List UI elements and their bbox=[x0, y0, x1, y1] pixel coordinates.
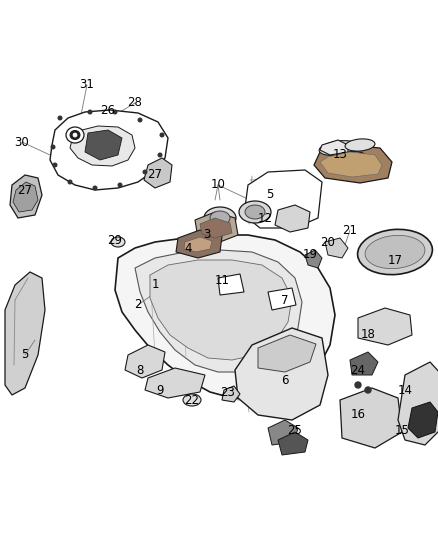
Ellipse shape bbox=[66, 127, 84, 143]
Text: 13: 13 bbox=[332, 149, 347, 161]
Circle shape bbox=[51, 145, 55, 149]
Text: 26: 26 bbox=[100, 103, 116, 117]
Polygon shape bbox=[144, 158, 172, 188]
Polygon shape bbox=[184, 237, 212, 252]
Ellipse shape bbox=[204, 207, 236, 229]
Text: 28: 28 bbox=[127, 96, 142, 109]
Text: 19: 19 bbox=[303, 248, 318, 262]
Polygon shape bbox=[85, 130, 122, 160]
Text: 4: 4 bbox=[184, 241, 192, 254]
Polygon shape bbox=[10, 175, 42, 218]
Circle shape bbox=[113, 110, 117, 114]
Text: 10: 10 bbox=[211, 179, 226, 191]
Circle shape bbox=[68, 180, 72, 184]
Polygon shape bbox=[145, 368, 205, 398]
Text: 25: 25 bbox=[288, 424, 302, 437]
Polygon shape bbox=[5, 272, 45, 395]
Polygon shape bbox=[314, 145, 392, 183]
Polygon shape bbox=[244, 170, 322, 228]
Polygon shape bbox=[268, 288, 296, 310]
Text: 14: 14 bbox=[398, 384, 413, 397]
Polygon shape bbox=[398, 362, 438, 445]
Ellipse shape bbox=[331, 151, 365, 164]
Circle shape bbox=[88, 110, 92, 114]
Polygon shape bbox=[150, 260, 292, 360]
Text: 8: 8 bbox=[136, 364, 144, 376]
Polygon shape bbox=[305, 250, 322, 268]
Text: 11: 11 bbox=[215, 273, 230, 287]
Text: 6: 6 bbox=[281, 374, 289, 386]
Text: 2: 2 bbox=[134, 298, 142, 311]
Polygon shape bbox=[125, 345, 165, 378]
Circle shape bbox=[158, 153, 162, 157]
Polygon shape bbox=[320, 152, 382, 177]
Polygon shape bbox=[13, 182, 38, 212]
Ellipse shape bbox=[210, 211, 230, 225]
Text: 21: 21 bbox=[343, 223, 357, 237]
Text: 23: 23 bbox=[221, 386, 236, 400]
Polygon shape bbox=[340, 388, 402, 448]
Ellipse shape bbox=[73, 133, 77, 137]
Polygon shape bbox=[50, 110, 168, 190]
Ellipse shape bbox=[70, 131, 80, 140]
Polygon shape bbox=[358, 308, 412, 345]
Ellipse shape bbox=[183, 394, 201, 406]
Text: 30: 30 bbox=[14, 135, 29, 149]
Circle shape bbox=[53, 163, 57, 167]
Text: 20: 20 bbox=[321, 237, 336, 249]
Text: 18: 18 bbox=[360, 328, 375, 342]
Circle shape bbox=[118, 183, 122, 187]
Polygon shape bbox=[320, 140, 348, 155]
Polygon shape bbox=[408, 402, 438, 438]
Text: 27: 27 bbox=[148, 168, 162, 182]
Circle shape bbox=[160, 133, 164, 137]
Text: 7: 7 bbox=[281, 294, 289, 306]
Polygon shape bbox=[176, 230, 222, 258]
Text: 16: 16 bbox=[350, 408, 365, 422]
Circle shape bbox=[365, 387, 371, 393]
Text: 17: 17 bbox=[388, 254, 403, 266]
Polygon shape bbox=[258, 335, 316, 372]
Polygon shape bbox=[115, 235, 335, 400]
Text: 1: 1 bbox=[151, 279, 159, 292]
Text: 27: 27 bbox=[18, 183, 32, 197]
Polygon shape bbox=[200, 218, 232, 238]
Polygon shape bbox=[70, 126, 135, 166]
Text: 24: 24 bbox=[350, 364, 365, 376]
Circle shape bbox=[58, 116, 62, 120]
Text: 5: 5 bbox=[21, 349, 28, 361]
Ellipse shape bbox=[245, 205, 265, 219]
Polygon shape bbox=[268, 420, 298, 445]
Text: 9: 9 bbox=[156, 384, 164, 397]
Text: 31: 31 bbox=[80, 78, 95, 92]
Polygon shape bbox=[325, 238, 348, 258]
Text: 22: 22 bbox=[184, 393, 199, 407]
Polygon shape bbox=[195, 212, 238, 242]
Polygon shape bbox=[218, 274, 244, 295]
Ellipse shape bbox=[319, 141, 357, 156]
Text: 15: 15 bbox=[395, 424, 410, 437]
Polygon shape bbox=[235, 328, 328, 420]
Polygon shape bbox=[350, 352, 378, 375]
Ellipse shape bbox=[357, 229, 432, 274]
Text: 3: 3 bbox=[203, 229, 211, 241]
Ellipse shape bbox=[345, 139, 375, 151]
Text: 5: 5 bbox=[266, 189, 274, 201]
Ellipse shape bbox=[111, 237, 125, 247]
Ellipse shape bbox=[365, 236, 425, 269]
Polygon shape bbox=[135, 250, 302, 372]
Polygon shape bbox=[278, 432, 308, 455]
Polygon shape bbox=[222, 386, 240, 402]
Circle shape bbox=[355, 382, 361, 388]
Circle shape bbox=[143, 170, 147, 174]
Circle shape bbox=[93, 186, 97, 190]
Ellipse shape bbox=[239, 201, 271, 223]
Polygon shape bbox=[275, 205, 310, 232]
Circle shape bbox=[138, 118, 142, 122]
Text: 29: 29 bbox=[107, 233, 123, 246]
Text: 12: 12 bbox=[258, 212, 272, 224]
